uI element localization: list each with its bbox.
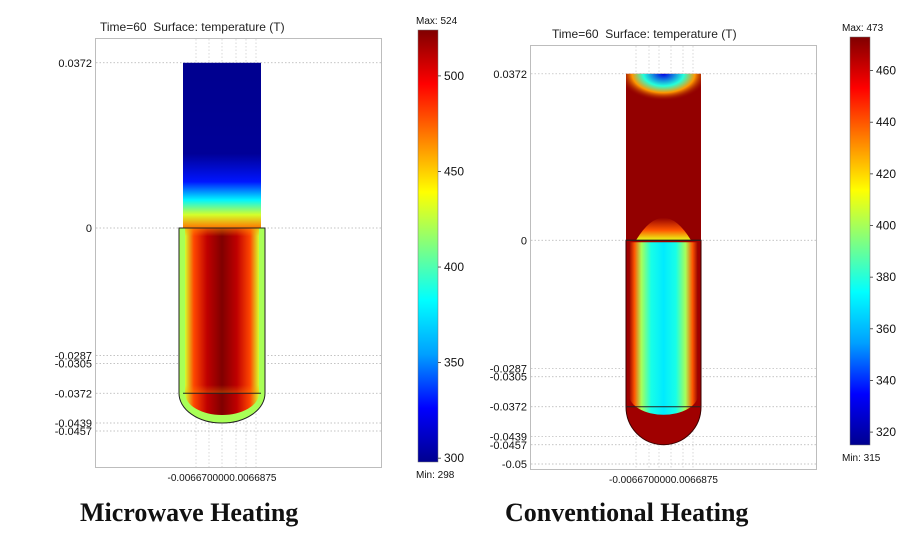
- colorbar-svg: Max: 473 Min: 315 460 440 420 400 380 360 340 320: [842, 23, 896, 464]
- colorbar-tick-label: 300: [444, 451, 464, 465]
- colorbar-tick-label: 360: [876, 322, 896, 336]
- colorbar-tick-label: 380: [876, 270, 896, 284]
- colorbar-tick-label: 400: [876, 219, 896, 233]
- microwave-panel: Time=60 Surface: temperature (T) 0.0372 0…: [55, 10, 465, 527]
- y-tick-label: -0.0439: [490, 432, 527, 444]
- plot-title: Time=60 Surface: temperature (T): [100, 20, 285, 34]
- colorbar-tick-label: 340: [876, 373, 896, 387]
- colorbar-tick-label: 450: [444, 164, 464, 178]
- heatmap-plot: 0.0372 0 -0.0287-0.0305 -0.0372 -0.0439-0.04…: [55, 39, 381, 484]
- y-tick-label: -0.0287: [490, 364, 527, 376]
- y-tick-label: -0.0287: [55, 351, 92, 363]
- caption: Microwave Heating: [80, 498, 299, 527]
- plot-frame: 0.0372 0 -0.0287 -0.0305 -0.0372 -0.0439 -0.04…: [490, 45, 817, 486]
- conventional-panel: Time=60 Surface: temperature (T) 0.0372 0…: [460, 0, 905, 534]
- y-tick-label: 0.0372: [493, 69, 527, 81]
- colorbar-tick-label: 420: [876, 167, 896, 181]
- colorbar-svg: Max: 524 Min: 298 500 450 400 350 300: [416, 16, 464, 481]
- x-tick-label: -0.0066700000.0066875: [609, 475, 718, 486]
- colorbar-tick-label: 460: [876, 64, 896, 78]
- colorbar-tick-label: 400: [444, 260, 464, 274]
- y-tick-label: 0: [521, 235, 527, 247]
- colorbar-gradient: [849, 36, 871, 446]
- y-tick-label: -0.0372: [55, 388, 92, 400]
- colorbar-max-label: Max: 473: [842, 23, 884, 34]
- colorbar: Max: 473 Min: 315 460 440 420 400 380 360 340 320: [838, 15, 905, 475]
- y-tick-label: -0.0372: [490, 402, 527, 414]
- colorbar-tick-label: 350: [444, 356, 464, 370]
- y-tick-label: -0.0457: [490, 440, 527, 452]
- caption: Conventional Heating: [505, 498, 749, 527]
- colorbar-max-label: Max: 524: [416, 16, 458, 27]
- y-tick-label: -0.0305: [55, 358, 92, 370]
- heatmap-plot: 0.0372 0 -0.0287-0.0305 -0.0372 -0.0439-0.04…: [490, 46, 816, 486]
- y-tick-label: -0.0305: [490, 372, 527, 384]
- y-tick-label: -0.05: [502, 459, 527, 471]
- colorbar-tick-label: 320: [876, 425, 896, 439]
- colorbar-min-label: Min: 315: [842, 453, 881, 464]
- interface-band: [185, 228, 259, 394]
- colorbar-min-label: Min: 298: [416, 470, 455, 481]
- upper-tube-region: [183, 62, 261, 229]
- y-tick-label: -0.0439: [55, 418, 92, 430]
- top-cold-cap: [626, 73, 701, 119]
- lower-tube-region: [629, 242, 698, 415]
- y-tick-label: 0.0372: [58, 58, 92, 70]
- colorbar-tick-label: 440: [876, 115, 896, 129]
- colorbar-gradient: [417, 29, 439, 463]
- plot-frame: 0.0372 0 -0.0287 -0.0305 -0.0372 -0.0439 -0.04…: [55, 38, 382, 484]
- interface-band: [636, 217, 691, 241]
- y-tick-label: -0.0457: [55, 426, 92, 438]
- y-tick-label: 0: [86, 223, 92, 235]
- x-tick-label: -0.0066700000.0066875: [168, 473, 277, 484]
- colorbar-tick-label: 500: [444, 69, 464, 83]
- plot-title: Time=60 Surface: temperature (T): [552, 27, 737, 41]
- colorbar: Max: 524 Min: 298 500 450 400 350 300: [385, 10, 464, 485]
